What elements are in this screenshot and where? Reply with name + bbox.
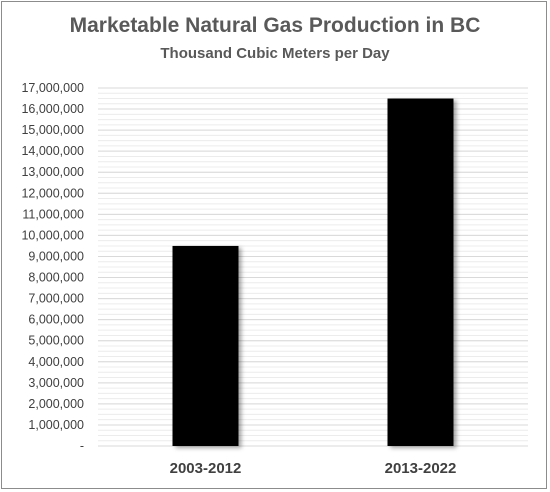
y-axis-ticks: - 1,000,000 2,000,000 3,000,000 4,000,000 5,0…	[21, 81, 84, 453]
y-tick-label: 6,000,000	[28, 313, 84, 327]
bar-2013-2022	[387, 98, 454, 446]
y-tick-label: 10,000,000	[21, 228, 84, 242]
y-tick-label: 4,000,000	[28, 355, 84, 369]
y-tick-label: 9,000,000	[28, 249, 84, 263]
y-tick-label: 12,000,000	[21, 186, 84, 200]
y-tick-label: 13,000,000	[21, 165, 84, 179]
bar-2003-2012	[172, 245, 239, 446]
y-tick-label: 3,000,000	[28, 376, 84, 390]
y-tick-label: 8,000,000	[28, 271, 84, 285]
gridlines	[98, 87, 528, 447]
y-tick-label: 1,000,000	[28, 418, 84, 432]
y-tick-label: 7,000,000	[28, 292, 84, 306]
bars	[172, 98, 454, 446]
x-axis-categories: 2003-2012 2013-2022	[170, 460, 457, 477]
y-tick-label: 16,000,000	[21, 102, 84, 116]
x-category-label: 2013-2022	[385, 460, 457, 477]
x-category-label: 2003-2012	[170, 460, 242, 477]
chart-subtitle: Thousand Cubic Meters per Day	[160, 45, 390, 62]
y-tick-label: 11,000,000	[22, 207, 84, 221]
y-tick-label: 2,000,000	[28, 397, 84, 411]
y-tick-label: -	[80, 439, 84, 453]
y-tick-label: 5,000,000	[28, 334, 84, 348]
y-tick-label: 17,000,000	[21, 81, 84, 95]
y-tick-label: 15,000,000	[21, 123, 84, 137]
y-tick-label: 14,000,000	[21, 144, 84, 158]
chart-title: Marketable Natural Gas Production in BC	[69, 14, 481, 37]
